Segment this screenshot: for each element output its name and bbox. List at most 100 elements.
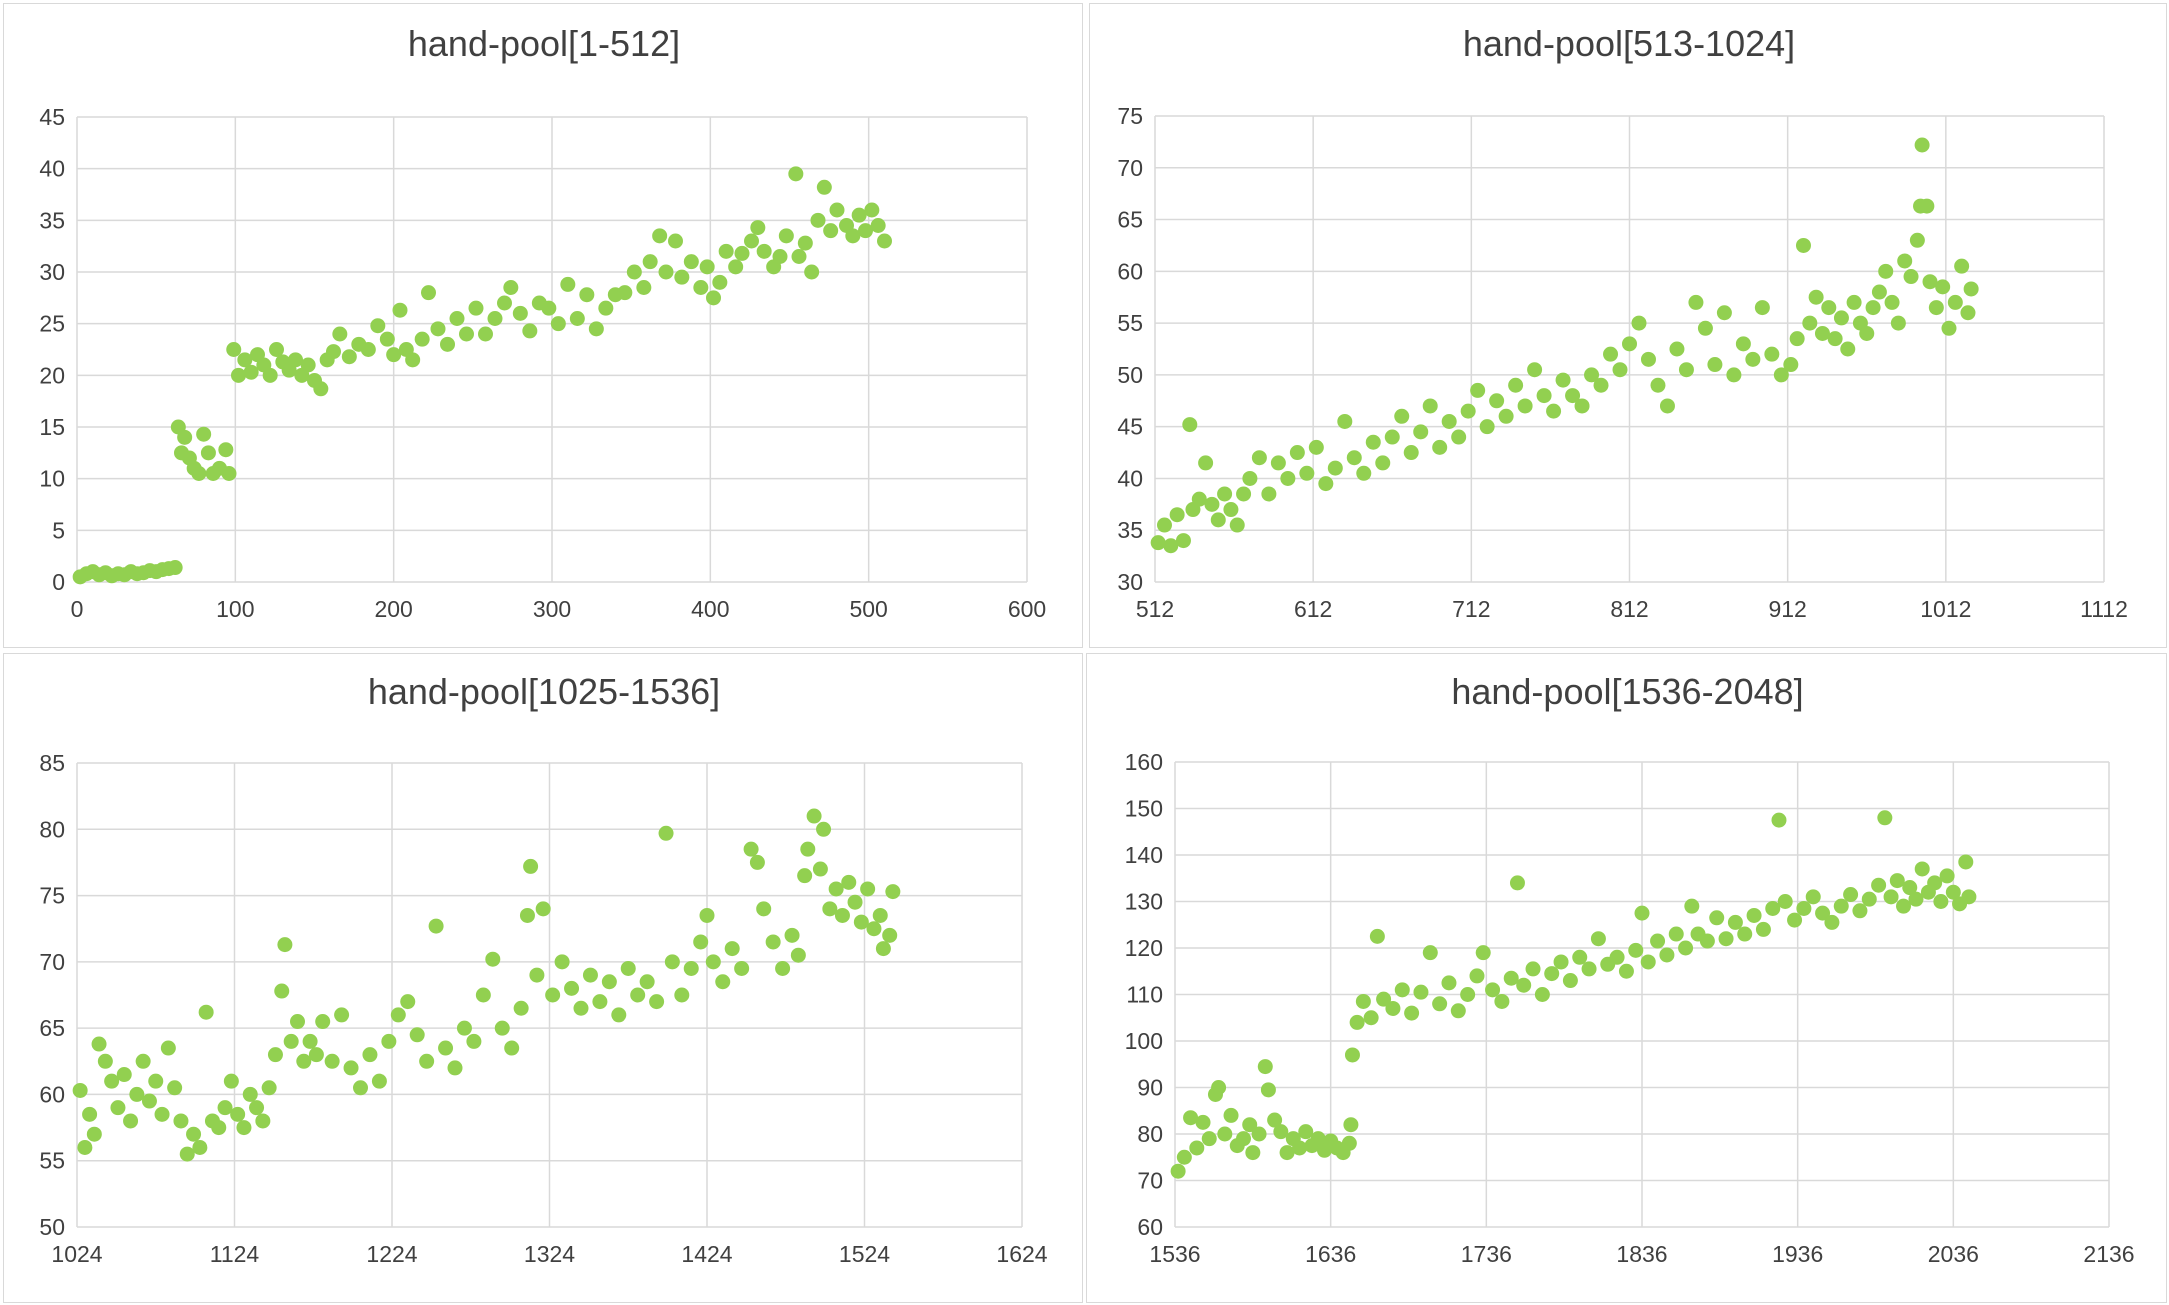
data-point bbox=[1223, 502, 1239, 518]
data-point bbox=[1815, 905, 1831, 921]
data-point bbox=[1777, 894, 1793, 909]
data-point bbox=[1341, 1135, 1357, 1151]
y-tick-label: 50 bbox=[39, 1214, 65, 1240]
y-tick-label: 75 bbox=[1117, 103, 1143, 129]
data-point bbox=[1562, 973, 1578, 989]
data-point bbox=[626, 264, 642, 280]
data-point bbox=[1914, 137, 1930, 153]
data-point bbox=[1536, 388, 1552, 404]
data-point bbox=[447, 1060, 463, 1076]
data-point bbox=[550, 316, 566, 332]
data-point bbox=[1355, 993, 1371, 1009]
data-point bbox=[1469, 968, 1485, 984]
data-point bbox=[1403, 445, 1419, 461]
data-point bbox=[192, 1139, 208, 1155]
data-point bbox=[816, 179, 832, 195]
data-point bbox=[1914, 861, 1930, 877]
data-point bbox=[191, 466, 207, 481]
chart-title: hand-pool[1-512] bbox=[408, 23, 680, 64]
data-point bbox=[1603, 346, 1619, 362]
data-point bbox=[1211, 1080, 1227, 1095]
y-tick-label: 35 bbox=[1117, 517, 1143, 543]
data-point bbox=[1385, 1000, 1401, 1016]
y-tick-label: 40 bbox=[39, 156, 65, 182]
data-point bbox=[315, 1014, 331, 1030]
data-point bbox=[86, 1126, 102, 1142]
data-point bbox=[1745, 351, 1761, 367]
data-point bbox=[296, 1053, 312, 1069]
data-point bbox=[459, 326, 474, 342]
data-point bbox=[478, 326, 493, 342]
data-point bbox=[154, 1106, 170, 1122]
data-point bbox=[642, 254, 658, 270]
data-point bbox=[277, 937, 293, 953]
data-point bbox=[1814, 325, 1830, 341]
data-point bbox=[765, 934, 781, 950]
y-tick-label: 20 bbox=[39, 362, 65, 388]
data-point bbox=[231, 367, 246, 383]
data-point bbox=[810, 212, 826, 228]
data-point bbox=[847, 894, 863, 910]
data-point bbox=[1707, 357, 1723, 373]
data-point bbox=[1460, 987, 1476, 1002]
data-point bbox=[1565, 388, 1581, 404]
data-point bbox=[1413, 984, 1429, 1000]
data-point bbox=[519, 907, 535, 923]
chart-title: hand-pool[513-1024] bbox=[1463, 23, 1795, 64]
data-point bbox=[313, 381, 329, 397]
data-point bbox=[1475, 945, 1491, 961]
data-point bbox=[160, 1040, 176, 1056]
data-point bbox=[274, 983, 290, 999]
data-point bbox=[262, 367, 278, 383]
data-point bbox=[1659, 398, 1675, 414]
y-tick-label: 120 bbox=[1125, 935, 1163, 961]
data-point bbox=[1343, 1117, 1359, 1133]
data-point bbox=[1590, 931, 1606, 947]
data-point bbox=[1217, 1126, 1233, 1142]
data-point bbox=[409, 1027, 425, 1043]
data-point bbox=[381, 1033, 397, 1049]
data-point bbox=[812, 861, 828, 877]
data-point bbox=[1650, 933, 1666, 949]
data-point bbox=[179, 1146, 195, 1162]
y-tick-label: 35 bbox=[39, 207, 65, 233]
y-tick-label: 70 bbox=[1117, 155, 1143, 181]
data-point bbox=[1223, 1107, 1239, 1123]
y-tick-label: 150 bbox=[1125, 796, 1163, 822]
x-tick-label: 1936 bbox=[1772, 1241, 1823, 1267]
data-point bbox=[379, 331, 395, 347]
data-point bbox=[341, 349, 357, 365]
y-tick-label: 110 bbox=[1126, 982, 1163, 1008]
data-point bbox=[1210, 512, 1226, 528]
y-tick-label: 90 bbox=[1137, 1075, 1163, 1101]
data-point bbox=[1852, 903, 1868, 919]
data-point bbox=[177, 429, 193, 445]
data-point bbox=[1375, 455, 1391, 471]
y-tick-label: 70 bbox=[1137, 1168, 1163, 1194]
data-point bbox=[1727, 914, 1743, 930]
data-point bbox=[1509, 875, 1525, 891]
data-point bbox=[82, 1106, 98, 1122]
data-point bbox=[440, 336, 455, 352]
data-point bbox=[1242, 470, 1258, 486]
data-point bbox=[468, 300, 484, 316]
data-point bbox=[674, 269, 690, 285]
data-point bbox=[1878, 263, 1894, 279]
data-point bbox=[449, 311, 465, 326]
data-point bbox=[699, 259, 715, 275]
data-point bbox=[1764, 346, 1780, 362]
data-point bbox=[1884, 294, 1900, 310]
data-point bbox=[775, 960, 791, 976]
data-point bbox=[200, 445, 216, 461]
data-point bbox=[1716, 305, 1732, 321]
x-tick-label: 1736 bbox=[1461, 1241, 1512, 1267]
data-point bbox=[308, 1047, 324, 1063]
x-tick-label: 1324 bbox=[524, 1241, 575, 1267]
data-point bbox=[1279, 1145, 1295, 1161]
data-point bbox=[1726, 367, 1742, 383]
data-point bbox=[845, 228, 861, 244]
data-point bbox=[370, 318, 386, 334]
data-point bbox=[1640, 351, 1656, 367]
data-point bbox=[1270, 455, 1286, 471]
data-point bbox=[1485, 982, 1501, 998]
